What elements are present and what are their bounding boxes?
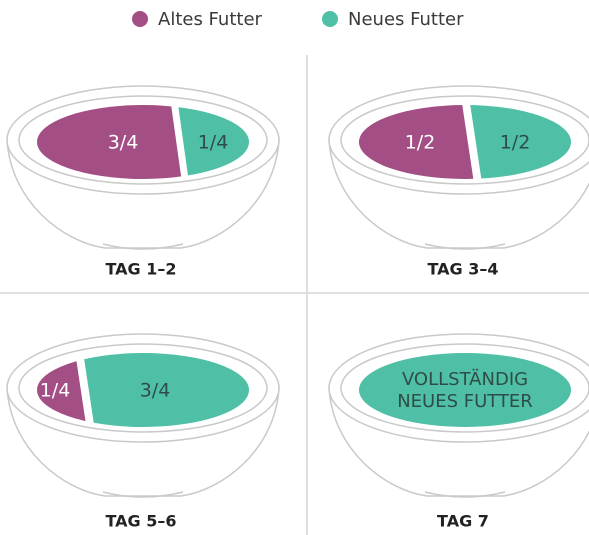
legend-label: Neues Futter	[348, 9, 464, 30]
legend-label: Altes Futter	[158, 9, 263, 30]
portion-label: 1/2	[500, 132, 531, 154]
portion-label: 3/4	[140, 380, 171, 402]
portion-label: 3/4	[108, 132, 139, 154]
infographic: Altes Futter Neues Futter 3/4 1/4 TAG 1–2 1/2…	[0, 0, 589, 535]
day-label: TAG 7	[437, 512, 489, 531]
legend-swatch	[132, 11, 148, 27]
day-label: TAG 3–4	[427, 260, 498, 279]
bowl: 1/4 3/4	[7, 334, 279, 497]
day-label: TAG 1–2	[105, 260, 176, 279]
portion-label: NEUES FUTTER	[397, 391, 533, 412]
portion-label: 1/2	[405, 132, 436, 154]
portion-label: 1/4	[198, 132, 229, 154]
bowl: 1/2 1/2	[329, 86, 589, 249]
bowl: 3/4 1/4	[7, 86, 279, 249]
portion-label: 1/4	[40, 380, 71, 402]
legend-swatch	[322, 11, 338, 27]
day-label: TAG 5–6	[105, 512, 176, 531]
portion-label: VOLLSTÄNDIG	[402, 369, 528, 390]
